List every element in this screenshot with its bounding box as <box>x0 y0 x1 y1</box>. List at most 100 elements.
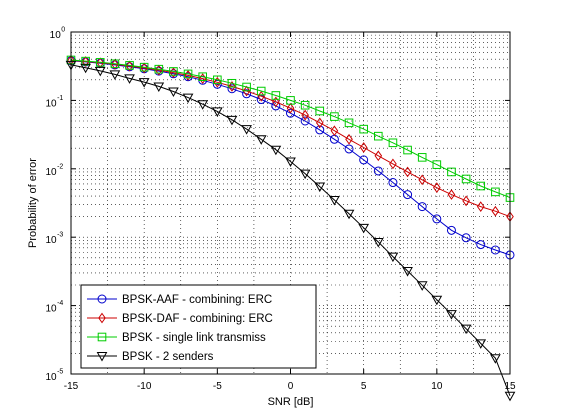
y-tick-label-base: 10 <box>45 304 57 315</box>
series-layer <box>65 54 516 402</box>
x-tick-label: 5 <box>361 381 367 392</box>
data-point-diamond <box>418 174 427 186</box>
data-point-diamond <box>98 312 106 324</box>
data-point-triangle <box>402 267 413 277</box>
series-3 <box>66 55 515 202</box>
data-point-circle <box>227 84 237 94</box>
series-line <box>70 64 511 396</box>
data-point-square <box>461 174 471 184</box>
data-point-square <box>491 187 500 197</box>
data-point-triangle <box>475 339 487 349</box>
data-point-triangle <box>168 87 179 98</box>
x-axis-label: SNR [dB] <box>268 396 314 408</box>
data-point-diamond <box>462 195 470 207</box>
data-point-square <box>374 131 383 141</box>
legend-box <box>80 284 317 369</box>
data-point-diamond <box>476 201 485 212</box>
data-point-circle <box>388 178 398 188</box>
x-tick-label: -15 <box>64 381 79 392</box>
data-point-square <box>97 332 107 342</box>
data-point-diamond <box>330 125 339 137</box>
data-point-diamond <box>125 60 134 72</box>
data-point-diamond <box>272 96 280 108</box>
data-point-triangle <box>358 223 370 234</box>
y-tick-label-exponent: 0 <box>61 27 65 34</box>
data-point-square <box>330 112 339 121</box>
data-point-diamond <box>81 56 90 67</box>
y-tick-label-base: 10 <box>50 30 62 41</box>
data-point-square <box>81 56 90 66</box>
data-point-square <box>286 96 295 105</box>
data-point-diamond <box>111 58 119 70</box>
data-point-triangle <box>80 63 91 74</box>
data-point-circle <box>300 116 310 126</box>
legend-label: BPSK - 2 senders <box>122 351 214 363</box>
data-point-triangle <box>299 169 311 180</box>
data-point-triangle <box>96 352 108 362</box>
data-point-triangle <box>153 82 165 92</box>
data-point-triangle <box>197 100 209 110</box>
data-point-square <box>198 72 207 82</box>
data-point-triangle <box>314 182 326 193</box>
data-point-triangle <box>431 295 443 306</box>
tick-marks <box>70 31 511 375</box>
data-point-triangle <box>124 74 135 84</box>
data-point-circle <box>97 294 107 304</box>
data-point-triangle <box>490 354 501 364</box>
data-point-square <box>359 124 368 134</box>
data-point-triangle <box>329 195 340 206</box>
x-tick-label: 0 <box>288 381 294 392</box>
data-point-square <box>227 78 237 88</box>
data-point-circle <box>242 89 252 99</box>
data-point-square <box>315 106 325 116</box>
data-point-square <box>125 61 134 70</box>
legend-label: BPSK-DAF - combining: ERC <box>122 313 273 325</box>
data-point-circle <box>476 240 486 250</box>
data-point-diamond <box>228 81 236 92</box>
data-point-circle <box>461 233 471 243</box>
legend-item: BPSK-AAF - combining: ERC <box>87 294 272 306</box>
data-point-diamond <box>447 189 456 200</box>
data-point-diamond <box>359 142 368 153</box>
data-point-square <box>139 62 149 72</box>
y-tick-label-base: 10 <box>45 98 57 109</box>
data-point-diamond <box>433 182 441 194</box>
data-point-square <box>169 67 178 76</box>
x-tick-labels: -15 -10 -5 0 5 10 15 <box>64 381 516 392</box>
legend-item: BPSK - 2 senders <box>87 351 214 363</box>
data-point-square <box>300 100 310 110</box>
data-point-triangle <box>138 78 150 88</box>
data-point-square <box>403 145 412 155</box>
y-tick-label-exponent: -5 <box>57 369 63 376</box>
y-tick-label-exponent: -3 <box>57 232 63 239</box>
data-point-circle <box>344 144 354 154</box>
data-point-diamond <box>345 133 353 145</box>
data-point-triangle <box>285 157 296 167</box>
data-point-triangle <box>226 115 238 126</box>
data-point-diamond <box>389 158 397 170</box>
y-tick-label-exponent: -1 <box>57 95 63 102</box>
data-point-triangle <box>255 135 267 145</box>
data-point-square <box>388 138 398 148</box>
x-tick-label: 10 <box>431 381 443 392</box>
data-point-circle <box>417 202 427 212</box>
data-point-circle <box>446 225 456 235</box>
legend-item: BPSK - single link transmiss <box>87 332 266 344</box>
legend: BPSK-AAF - combining: ERC BPSK-DAF - comb… <box>80 284 317 369</box>
data-point-triangle <box>94 66 106 77</box>
data-point-square <box>183 69 193 79</box>
series-4 <box>65 60 516 402</box>
x-tick-label: -10 <box>137 381 152 392</box>
data-point-triangle <box>416 281 428 291</box>
y-tick-label-base: 10 <box>45 372 57 383</box>
legend-label: BPSK - single link transmiss <box>122 332 266 344</box>
data-point-square <box>476 181 486 191</box>
data-point-triangle <box>372 238 384 248</box>
legend-label: BPSK-AAF - combining: ERC <box>122 294 272 306</box>
data-point-diamond <box>374 150 383 162</box>
data-point-square <box>344 118 354 128</box>
y-tick-label-exponent: -4 <box>57 300 63 307</box>
data-point-triangle <box>211 107 223 117</box>
data-point-circle <box>359 155 369 165</box>
y-tick-label-base: 10 <box>45 167 57 178</box>
